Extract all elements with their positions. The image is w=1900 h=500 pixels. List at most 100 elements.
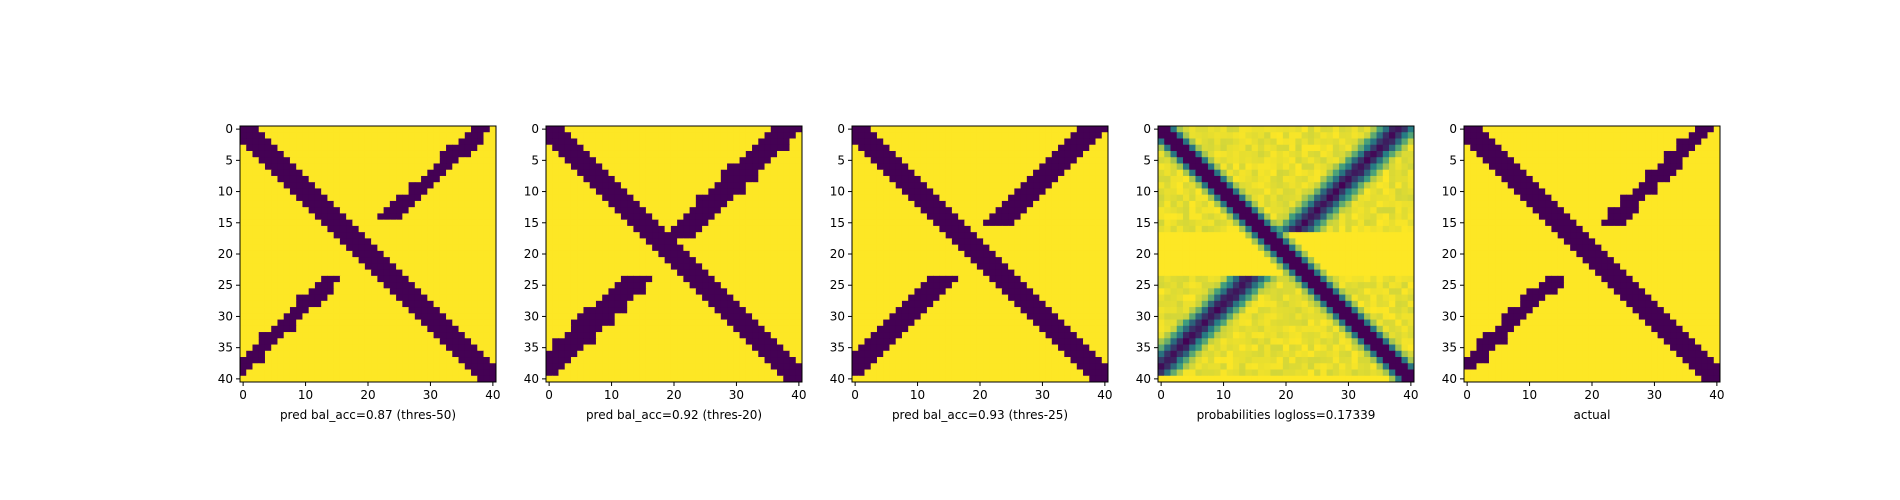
heatmap-cell: [339, 288, 347, 296]
heatmap-cell: [346, 182, 353, 189]
heatmap-cell: [1089, 250, 1097, 258]
heatmap-cell: [620, 338, 628, 346]
heatmap-cell: [446, 350, 453, 358]
heatmap-cell: [627, 319, 634, 327]
heatmap-cell: [858, 194, 865, 202]
heatmap-cell: [358, 126, 366, 133]
heatmap-cell: [396, 194, 403, 202]
heatmap-cell: [689, 138, 697, 146]
heatmap-cell: [689, 344, 697, 352]
heatmap-cell: [595, 182, 603, 189]
heatmap-cell: [371, 138, 378, 146]
heatmap-cell: [277, 188, 285, 196]
heatmap-cell: [889, 169, 897, 177]
heatmap-cell: [683, 350, 691, 358]
heatmap-cell: [708, 263, 716, 271]
heatmap-cell: [664, 238, 672, 246]
heatmap-cell: [558, 257, 566, 264]
heatmap-cell: [321, 357, 328, 364]
heatmap-cell: [670, 225, 678, 233]
heatmap-cell: [645, 213, 653, 221]
heatmap-cell: [246, 232, 253, 239]
heatmap-cell: [333, 157, 341, 164]
heatmap-cell: [252, 188, 260, 196]
heatmap-cell: [870, 350, 878, 358]
heatmap-cell: [1070, 144, 1078, 152]
heatmap-cell: [289, 232, 297, 239]
heatmap-cell: [908, 288, 915, 296]
heatmap-cell: [1001, 275, 1009, 283]
heatmap-cell: [421, 257, 428, 264]
heatmap-cell: [620, 132, 628, 139]
heatmap-cell: [695, 132, 703, 139]
heatmap-cell: [346, 169, 353, 177]
heatmap-cell: [889, 332, 897, 339]
heatmap-cell: [314, 169, 322, 177]
heatmap-cell: [408, 294, 416, 302]
heatmap-cell: [658, 238, 666, 246]
heatmap-cell: [570, 357, 578, 364]
heatmap-cell: [464, 300, 472, 308]
heatmap-cell: [346, 132, 353, 139]
heatmap-cell: [945, 344, 953, 352]
heatmap-cell: [1014, 169, 1022, 177]
heatmap-cell: [852, 182, 859, 189]
heatmap-cell: [546, 257, 553, 264]
heatmap-cell: [945, 188, 953, 196]
heatmap-cell: [1033, 213, 1040, 221]
heatmap-cell: [570, 144, 578, 152]
heatmap-cell: [477, 132, 485, 139]
heatmap-cell: [652, 225, 659, 233]
heatmap-cell: [277, 307, 285, 314]
heatmap-cell: [702, 144, 709, 152]
heatmap-cell: [689, 207, 697, 214]
heatmap-cell: [433, 338, 441, 346]
heatmap-cell: [783, 188, 791, 196]
heatmap-cell: [352, 188, 360, 196]
heatmap-cell: [727, 350, 734, 358]
heatmap-cell: [1026, 319, 1034, 327]
heatmap-cell: [677, 307, 684, 314]
heatmap-cell: [908, 357, 915, 364]
heatmap-cell: [964, 313, 972, 321]
heatmap-cell: [702, 300, 709, 308]
heatmap-cell: [733, 207, 741, 214]
heatmap-cell: [970, 200, 978, 208]
heatmap-cell: [689, 363, 697, 371]
heatmap-cell: [752, 363, 759, 371]
heatmap-cell: [920, 269, 928, 277]
heatmap-cell: [739, 188, 747, 196]
heatmap-cell: [983, 275, 990, 283]
heatmap-cell: [483, 207, 491, 214]
heatmap-cell: [758, 200, 766, 208]
heatmap-cell: [289, 182, 297, 189]
heatmap-cell: [1045, 275, 1053, 283]
heatmap-cell: [1033, 157, 1040, 164]
heatmap-cell: [240, 182, 247, 189]
heatmap-cell: [645, 257, 653, 264]
heatmap-cell: [895, 163, 903, 171]
heatmap-cell: [739, 275, 747, 283]
heatmap-cell: [302, 219, 310, 227]
heatmap-cell: [1014, 150, 1022, 158]
heatmap-cell: [627, 307, 634, 314]
heatmap-cell: [764, 332, 772, 339]
heatmap-cell: [570, 157, 578, 164]
heatmap-cell: [577, 288, 584, 296]
heatmap-cell: [964, 300, 972, 308]
heatmap-cell: [433, 282, 441, 289]
heatmap-cell: [577, 275, 584, 283]
heatmap-cell: [458, 207, 466, 214]
heatmap-cell: [639, 213, 647, 221]
heatmap-cell: [683, 232, 691, 239]
heatmap-cell: [246, 150, 253, 158]
heatmap-cell: [327, 338, 335, 346]
heatmap-cell: [314, 319, 322, 327]
heatmap-cell: [346, 332, 353, 339]
heatmap-cell: [414, 300, 422, 308]
heatmap-cell: [720, 232, 728, 239]
heatmap-cell: [271, 213, 278, 221]
heatmap-cell: [958, 275, 965, 283]
heatmap-cell: [989, 213, 997, 221]
heatmap-cell: [695, 313, 703, 321]
